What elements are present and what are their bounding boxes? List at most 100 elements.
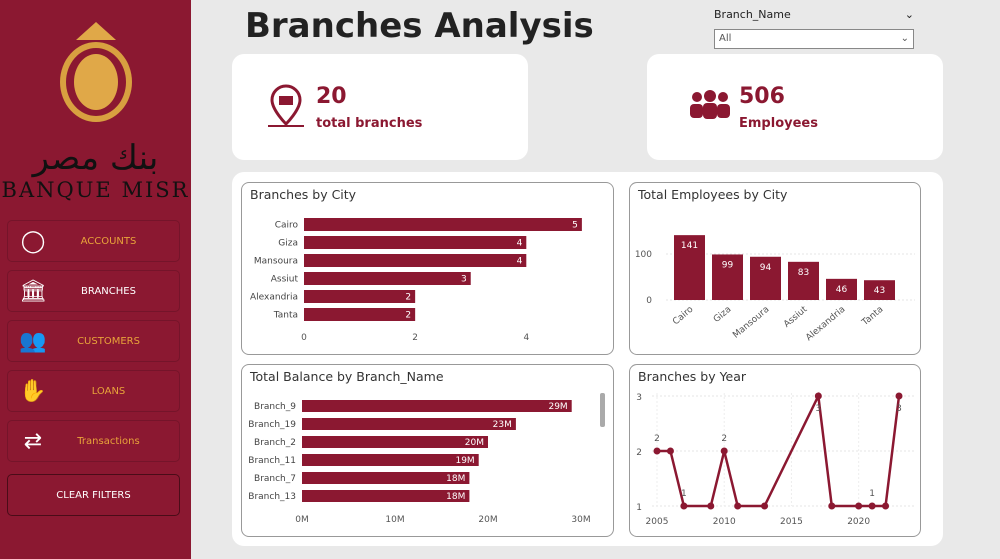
- data-label: 19M: [455, 456, 474, 466]
- slicer-dropdown[interactable]: All ⌄: [714, 29, 914, 49]
- kpi-value: 506: [739, 84, 785, 109]
- bar: [302, 400, 572, 412]
- data-point: [653, 447, 661, 455]
- x-tick-label: 2: [412, 333, 418, 343]
- data-point: [680, 502, 688, 510]
- pharaoh-emblem-icon: [59, 22, 132, 122]
- x-tick-label: 10M: [385, 515, 404, 525]
- clear-filters-button[interactable]: CLEAR FILTERS: [7, 474, 180, 516]
- category-label: Branch_7: [254, 474, 296, 484]
- x-tick-label: 2020: [847, 517, 870, 527]
- transactions-exchange-icon: ⇄: [23, 428, 43, 454]
- bar: [304, 236, 527, 249]
- data-label: 23M: [493, 420, 512, 430]
- scrollbar: [600, 393, 605, 427]
- category-label: Branch_13: [248, 492, 296, 502]
- nav-loans[interactable]: ✋ LOANS: [7, 370, 180, 412]
- nav-branches[interactable]: 🏛 BRANCHES: [7, 270, 180, 312]
- data-point: [882, 502, 890, 510]
- y-tick-label: 0: [646, 296, 652, 306]
- branches-by-year-chart: Branches by Year 1 2 3 2005 2010 2015 2020 2 1 2 3…: [629, 364, 921, 537]
- bar: [826, 278, 857, 300]
- category-label: Assiut: [782, 304, 810, 329]
- chevron-down-icon: ⌄: [900, 33, 909, 44]
- x-tick-label: 2005: [646, 517, 669, 527]
- data-label: 3: [815, 404, 821, 414]
- data-label: 2: [721, 434, 727, 444]
- data-label: 1: [681, 489, 687, 499]
- chart-title: Branches by City: [250, 187, 357, 202]
- kpi-label: Employees: [739, 116, 818, 131]
- nav-customers[interactable]: 👥 CUSTOMERS: [7, 320, 180, 362]
- chart-title: Total Employees by City: [638, 187, 788, 202]
- user-circle-icon: ◯: [20, 228, 46, 254]
- kpi-total-branches: 20 total branches: [232, 54, 528, 160]
- y-tick-label: 3: [636, 393, 642, 403]
- data-label: 83: [798, 268, 809, 278]
- bar: [788, 261, 819, 300]
- category-label: Tanta: [273, 311, 298, 321]
- data-label: 46: [836, 285, 848, 295]
- data-label: 3: [461, 275, 467, 285]
- kpi-value: 20: [316, 84, 347, 109]
- data-point: [814, 392, 822, 400]
- bar: [302, 490, 470, 502]
- category-label: Mansoura: [254, 257, 298, 267]
- data-label: 2: [654, 434, 660, 444]
- balance-by-branch-chart: Total Balance by Branch_Name Branch_9 29M…: [241, 364, 614, 537]
- x-tick-label: 0M: [295, 515, 309, 525]
- nav-transactions[interactable]: ⇄ Transactions: [7, 420, 180, 462]
- x-tick-label: 0: [301, 333, 307, 343]
- data-label: 5: [572, 221, 578, 231]
- bank-building-icon: 🏛: [19, 278, 47, 304]
- y-tick-label: 1: [636, 503, 642, 513]
- category-label: Mansoura: [731, 305, 771, 341]
- bar: [302, 418, 516, 430]
- bar: [712, 254, 743, 300]
- branches-by-city-chart: Branches by City Cairo 5 Giza 4 Mansoura 4 Ass…: [241, 182, 614, 355]
- data-point: [868, 502, 876, 510]
- data-label: 18M: [446, 492, 465, 502]
- data-label: 29M: [548, 402, 567, 412]
- chevron-down-icon[interactable]: ⌄: [904, 8, 914, 21]
- data-label: 94: [760, 263, 772, 273]
- nav-accounts[interactable]: ◯ ACCOUNTS: [7, 220, 180, 262]
- page-title: Branches Analysis: [245, 6, 594, 46]
- x-tick-label: 4: [523, 333, 529, 343]
- category-label: Branch_9: [254, 402, 296, 412]
- x-tick-label: 20M: [478, 515, 497, 525]
- x-tick-label: 2015: [780, 517, 803, 527]
- y-tick-label: 100: [635, 250, 652, 260]
- logo-english-text: BANQUE MISR: [1, 178, 190, 202]
- y-tick-label: 2: [636, 448, 642, 458]
- sidebar: بنك مصر BANQUE MISR ◯ ACCOUNTS 🏛 BRANCHES …: [0, 0, 191, 559]
- bar: [304, 308, 416, 321]
- data-point: [895, 392, 903, 400]
- bar: [302, 454, 479, 466]
- bar: [304, 272, 471, 285]
- bar: [304, 218, 582, 231]
- data-point: [666, 447, 674, 455]
- branch-name-slicer[interactable]: Branch_Name ⌄ All ⌄: [714, 8, 914, 49]
- data-point: [855, 502, 863, 510]
- bar: [304, 290, 416, 303]
- banque-misr-logo: بنك مصر BANQUE MISR: [0, 20, 191, 202]
- data-label: 4: [517, 239, 523, 249]
- category-label: Branch_2: [254, 438, 296, 448]
- loan-hand-icon: ✋: [19, 378, 47, 404]
- data-label: 1: [869, 489, 875, 499]
- data-label: 2: [405, 311, 411, 321]
- employees-by-city-chart: Total Employees by City 0 100 141 Cairo 99 Gi…: [629, 182, 921, 355]
- kpi-label: total branches: [316, 116, 423, 131]
- data-point: [828, 502, 836, 510]
- bar: [302, 436, 488, 448]
- category-label: Assiut: [271, 275, 299, 285]
- bar: [302, 472, 470, 484]
- data-point: [707, 502, 715, 510]
- customers-group-icon: 👥: [19, 328, 47, 354]
- data-label: 2: [405, 293, 411, 303]
- category-label: Alexandria: [250, 293, 298, 303]
- data-point: [761, 502, 769, 510]
- bar: [750, 256, 781, 300]
- category-label: Tanta: [860, 305, 886, 329]
